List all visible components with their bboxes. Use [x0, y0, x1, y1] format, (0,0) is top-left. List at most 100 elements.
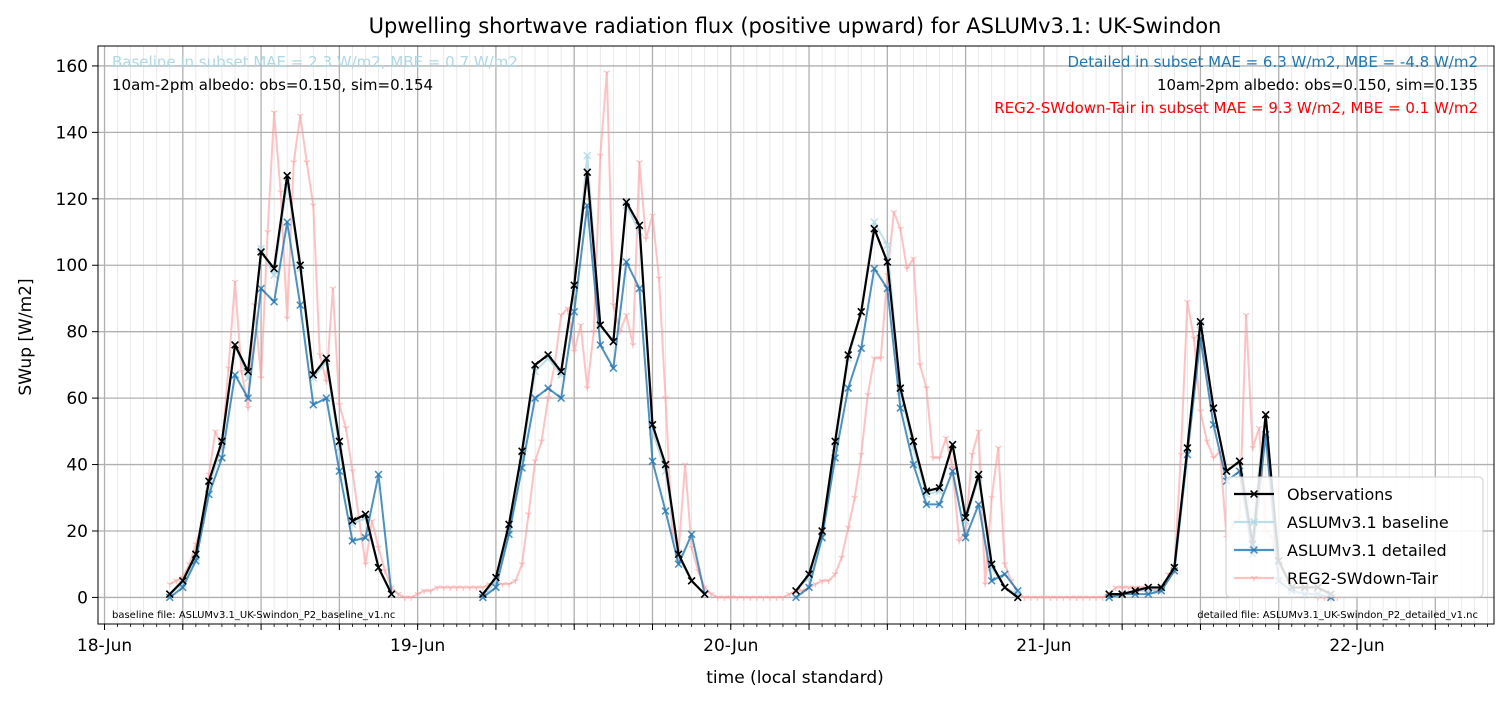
data-point — [257, 247, 266, 256]
data-point — [1105, 590, 1114, 599]
data-point — [217, 453, 226, 462]
data-point — [655, 276, 663, 282]
data-point — [1053, 595, 1061, 601]
data-point — [453, 585, 461, 591]
data-point — [479, 585, 487, 591]
data-point — [674, 550, 683, 559]
data-point — [916, 362, 924, 369]
data-point — [870, 264, 879, 273]
series-line — [482, 204, 706, 599]
data-point — [635, 284, 644, 293]
data-point — [603, 70, 611, 76]
data-point — [427, 588, 434, 595]
data-point — [544, 384, 553, 393]
data-point — [597, 153, 604, 160]
data-point — [1144, 583, 1153, 592]
x-tick-label: 18-Jun — [77, 636, 132, 656]
data-point — [1073, 595, 1080, 601]
data-point — [831, 571, 839, 578]
data-point — [322, 354, 331, 363]
data-point — [727, 595, 735, 601]
data-point — [349, 468, 356, 475]
data-point — [596, 341, 605, 349]
data-point — [844, 525, 852, 532]
data-point — [583, 385, 591, 392]
data-point — [166, 581, 174, 588]
data-point — [1184, 299, 1191, 306]
data-point — [1001, 561, 1009, 568]
data-point — [871, 356, 878, 362]
series-observations — [165, 168, 1335, 602]
data-point — [818, 578, 826, 585]
data-point — [178, 576, 187, 585]
data-point — [335, 437, 344, 446]
data-point — [257, 375, 265, 382]
data-point — [870, 218, 879, 227]
data-point — [734, 595, 741, 601]
data-point — [805, 570, 814, 579]
x-tick-label: 22-Jun — [1329, 636, 1384, 656]
data-point — [244, 367, 253, 376]
data-point — [674, 560, 683, 569]
legend-item: REG2-SWdown-Tair — [1234, 569, 1438, 588]
data-point — [387, 590, 396, 599]
data-point — [936, 455, 943, 462]
legend-item: ASLUMv3.1 detailed — [1234, 541, 1447, 560]
data-point — [844, 384, 853, 393]
data-point — [661, 507, 670, 516]
data-point — [1066, 595, 1074, 601]
y-tick-label: 80 — [66, 323, 88, 343]
data-point — [165, 593, 174, 602]
data-point — [191, 550, 200, 559]
data-point — [283, 218, 292, 227]
data-point — [1170, 563, 1179, 572]
x-tick-label: 21-Jun — [1016, 636, 1071, 656]
data-point — [877, 356, 885, 362]
data-point — [648, 420, 657, 429]
data-point — [518, 561, 526, 568]
legend-box — [1225, 476, 1484, 598]
data-point — [909, 460, 918, 469]
data-point — [1250, 518, 1258, 526]
data-point — [447, 585, 454, 591]
data-point — [1112, 585, 1119, 591]
data-point — [460, 585, 467, 591]
data-point — [635, 221, 644, 230]
data-point — [204, 477, 213, 486]
data-point — [1013, 586, 1022, 595]
data-point — [375, 545, 382, 551]
data-point — [1027, 595, 1035, 601]
data-point — [805, 583, 814, 592]
data-point — [557, 367, 566, 376]
legend-item: Observations — [1234, 485, 1393, 504]
data-point — [923, 385, 930, 392]
baseline-stats: Baseline in subset MAE = 2.3 W/m2, MBE =… — [112, 53, 518, 71]
data-point — [786, 591, 793, 598]
data-point — [525, 512, 532, 518]
data-point — [942, 435, 950, 442]
data-point — [303, 160, 311, 166]
data-point — [270, 264, 279, 273]
data-point — [1210, 455, 1217, 462]
data-point — [1000, 583, 1009, 592]
series-line — [795, 227, 1019, 599]
data-point — [961, 533, 970, 542]
data-point — [414, 591, 421, 598]
series-group — [165, 70, 1341, 602]
data-point — [531, 394, 540, 403]
data-point — [948, 440, 957, 449]
data-point — [922, 500, 931, 509]
data-point — [1250, 575, 1258, 582]
data-point — [336, 402, 343, 409]
data-point — [844, 350, 853, 359]
data-point — [283, 316, 291, 322]
major-gridlines — [98, 46, 1494, 624]
data-point — [335, 467, 344, 476]
data-point — [987, 576, 996, 585]
data-point — [922, 487, 931, 496]
data-point — [491, 573, 500, 582]
data-point — [478, 593, 487, 602]
data-point — [1170, 566, 1179, 575]
data-point — [961, 513, 970, 522]
data-point — [296, 113, 304, 120]
